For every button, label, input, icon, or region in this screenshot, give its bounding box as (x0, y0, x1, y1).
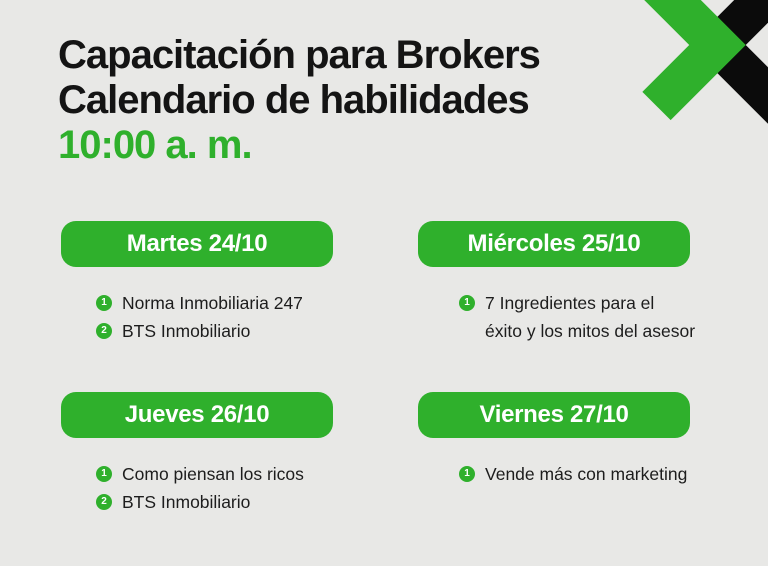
event-time: 10:00 a. m. (58, 123, 253, 167)
logo-black-lower-arm (703, 30, 768, 124)
section-viernes: Viernes 27/10 1 Vende más con marketing (418, 392, 748, 488)
item-number-badge: 2 (96, 494, 112, 510)
item-number-badge: 1 (459, 295, 475, 311)
session-list: 1 Norma Inmobiliaria 247 2 BTS Inmobilia… (61, 289, 391, 345)
session-list: 1 Vende más con marketing (418, 460, 748, 488)
list-item: 2 BTS Inmobiliario (96, 488, 391, 516)
title-line-2: Calendario de habilidades (58, 78, 530, 122)
x-chevron-logo-icon (642, 0, 768, 124)
item-number-badge: 1 (96, 295, 112, 311)
session-item-text: 7 Ingredientes para el éxito y los mitos… (485, 293, 696, 341)
title-block: Capacitación para Brokers Calendario de … (58, 33, 541, 168)
list-item: 2 BTS Inmobiliario (96, 317, 391, 345)
session-list: 1 Como piensan los ricos 2 BTS Inmobilia… (61, 460, 391, 516)
session-item-text: BTS Inmobiliario (122, 321, 251, 341)
session-item-text: Como piensan los ricos (122, 464, 304, 484)
item-number-badge: 1 (459, 466, 475, 482)
list-item: 1 Vende más con marketing (459, 460, 748, 488)
list-item: 1 Norma Inmobiliaria 247 (96, 289, 391, 317)
item-number-badge: 2 (96, 323, 112, 339)
session-list: 1 7 Ingredientes para el éxito y los mit… (418, 289, 748, 345)
section-martes: Martes 24/10 1 Norma Inmobiliaria 247 2 … (61, 221, 391, 345)
list-item: 1 Como piensan los ricos (96, 460, 391, 488)
logo-black-upper-arm (703, 0, 768, 60)
day-button-viernes[interactable]: Viernes 27/10 (418, 392, 690, 438)
logo-green-chevron (642, 0, 746, 121)
day-button-miercoles[interactable]: Miércoles 25/10 (418, 221, 690, 267)
section-miercoles: Miércoles 25/10 1 7 Ingredientes para el… (418, 221, 748, 345)
session-item-text: Vende más con marketing (485, 464, 688, 484)
item-number-badge: 1 (96, 466, 112, 482)
section-jueves: Jueves 26/10 1 Como piensan los ricos 2 … (61, 392, 391, 516)
title-line-1: Capacitación para Brokers (58, 33, 541, 77)
session-item-text: BTS Inmobiliario (122, 492, 251, 512)
day-button-jueves[interactable]: Jueves 26/10 (61, 392, 333, 438)
day-button-martes[interactable]: Martes 24/10 (61, 221, 333, 267)
list-item: 1 7 Ingredientes para el éxito y los mit… (459, 289, 748, 345)
session-item-text: Norma Inmobiliaria 247 (122, 293, 303, 313)
